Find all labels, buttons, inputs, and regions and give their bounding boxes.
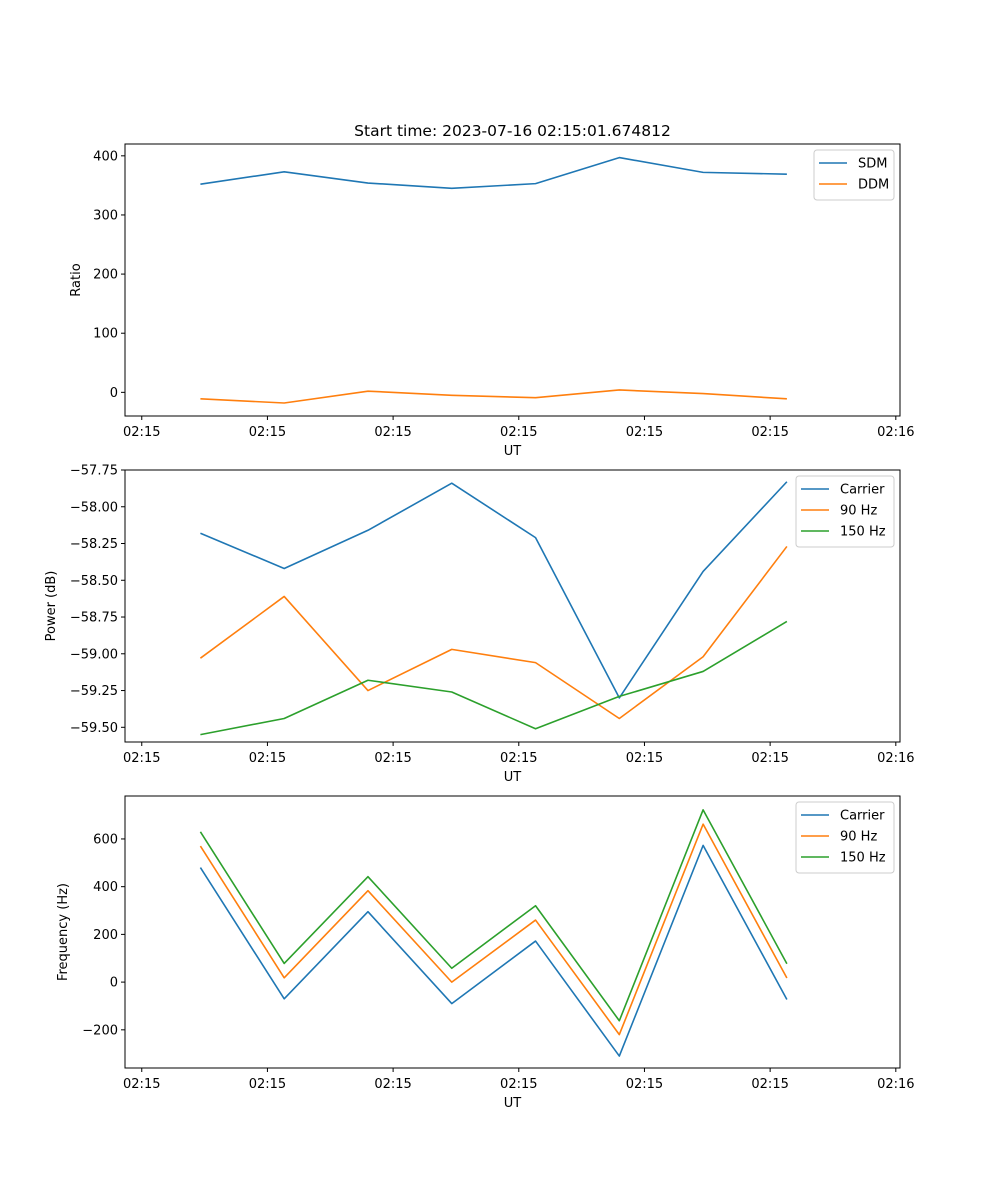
legend-label: 150 Hz: [840, 851, 886, 866]
legend-label: Carrier: [840, 809, 885, 824]
x-tick-label: 02:15: [249, 751, 286, 766]
x-tick-label: 02:15: [626, 1077, 663, 1092]
y-tick-label: 400: [93, 149, 118, 164]
y-tick-label: 200: [93, 268, 118, 283]
x-tick-label: 02:16: [877, 425, 914, 440]
plot-frame: [124, 143, 901, 417]
y-tick-label: −200: [82, 1023, 118, 1038]
x-tick-label: 02:15: [500, 751, 537, 766]
legend-label: Carrier: [840, 483, 885, 498]
series-line-sdm: [200, 156, 787, 190]
x-tick-label: 02:15: [374, 751, 411, 766]
x-axis-label: UT: [504, 444, 522, 459]
series-line-90-hz: [199, 545, 788, 720]
x-tick-label: 02:15: [751, 751, 788, 766]
x-tick-label: 02:15: [249, 425, 286, 440]
plot-frame: [124, 795, 901, 1069]
x-tick-label: 02:15: [751, 425, 788, 440]
y-tick-label: 300: [93, 208, 118, 223]
y-axis-label: Frequency (Hz): [56, 883, 71, 981]
series-line-carrier: [200, 481, 788, 699]
plot-frame: [124, 469, 901, 743]
x-tick-label: 02:15: [500, 1077, 537, 1092]
series-line-90-hz: [199, 823, 788, 1036]
y-tick-label: −58.25: [70, 537, 118, 552]
legend-box: [795, 801, 895, 874]
x-tick-label: 02:15: [626, 751, 663, 766]
x-tick-label: 02:15: [249, 1077, 286, 1092]
legend-label: 90 Hz: [840, 504, 877, 519]
y-tick-label: −57.75: [70, 464, 118, 479]
x-axis-label: UT: [504, 770, 522, 785]
y-tick-label: 100: [93, 327, 118, 342]
x-tick-label: 02:16: [877, 1077, 914, 1092]
y-tick-label: 600: [93, 832, 118, 847]
x-tick-label: 02:15: [123, 751, 160, 766]
x-tick-label: 02:15: [123, 425, 160, 440]
legend-label: 150 Hz: [840, 525, 886, 540]
series-line-150-hz: [200, 620, 788, 736]
y-tick-label: −58.75: [70, 611, 118, 626]
series-line-carrier: [199, 844, 788, 1057]
y-tick-label: 0: [110, 976, 118, 991]
y-axis-label: Ratio: [69, 263, 84, 296]
x-tick-label: 02:15: [500, 425, 537, 440]
chart-title: Start time: 2023-07-16 02:15:01.674812: [354, 122, 671, 140]
legend-label: 90 Hz: [840, 830, 877, 845]
x-axis-label: UT: [504, 1096, 522, 1111]
x-tick-label: 02:15: [626, 425, 663, 440]
y-tick-label: −59.00: [70, 647, 118, 662]
y-tick-label: −59.50: [70, 721, 118, 736]
legend-label: DDM: [858, 178, 889, 193]
y-axis-label: Power (dB): [44, 571, 59, 642]
x-tick-label: 02:15: [374, 425, 411, 440]
y-tick-label: 200: [93, 928, 118, 943]
legend-box: [795, 475, 895, 548]
y-tick-label: −58.50: [70, 574, 118, 589]
series-line-ddm: [200, 389, 787, 404]
y-tick-label: 400: [93, 880, 118, 895]
x-tick-label: 02:15: [374, 1077, 411, 1092]
legend-label: SDM: [858, 157, 887, 172]
x-tick-label: 02:15: [123, 1077, 160, 1092]
y-tick-label: 0: [110, 386, 118, 401]
y-tick-label: −58.00: [70, 500, 118, 515]
x-tick-label: 02:15: [751, 1077, 788, 1092]
x-tick-label: 02:16: [877, 751, 914, 766]
series-line-150-hz: [199, 809, 788, 1022]
y-tick-label: −59.25: [70, 684, 118, 699]
